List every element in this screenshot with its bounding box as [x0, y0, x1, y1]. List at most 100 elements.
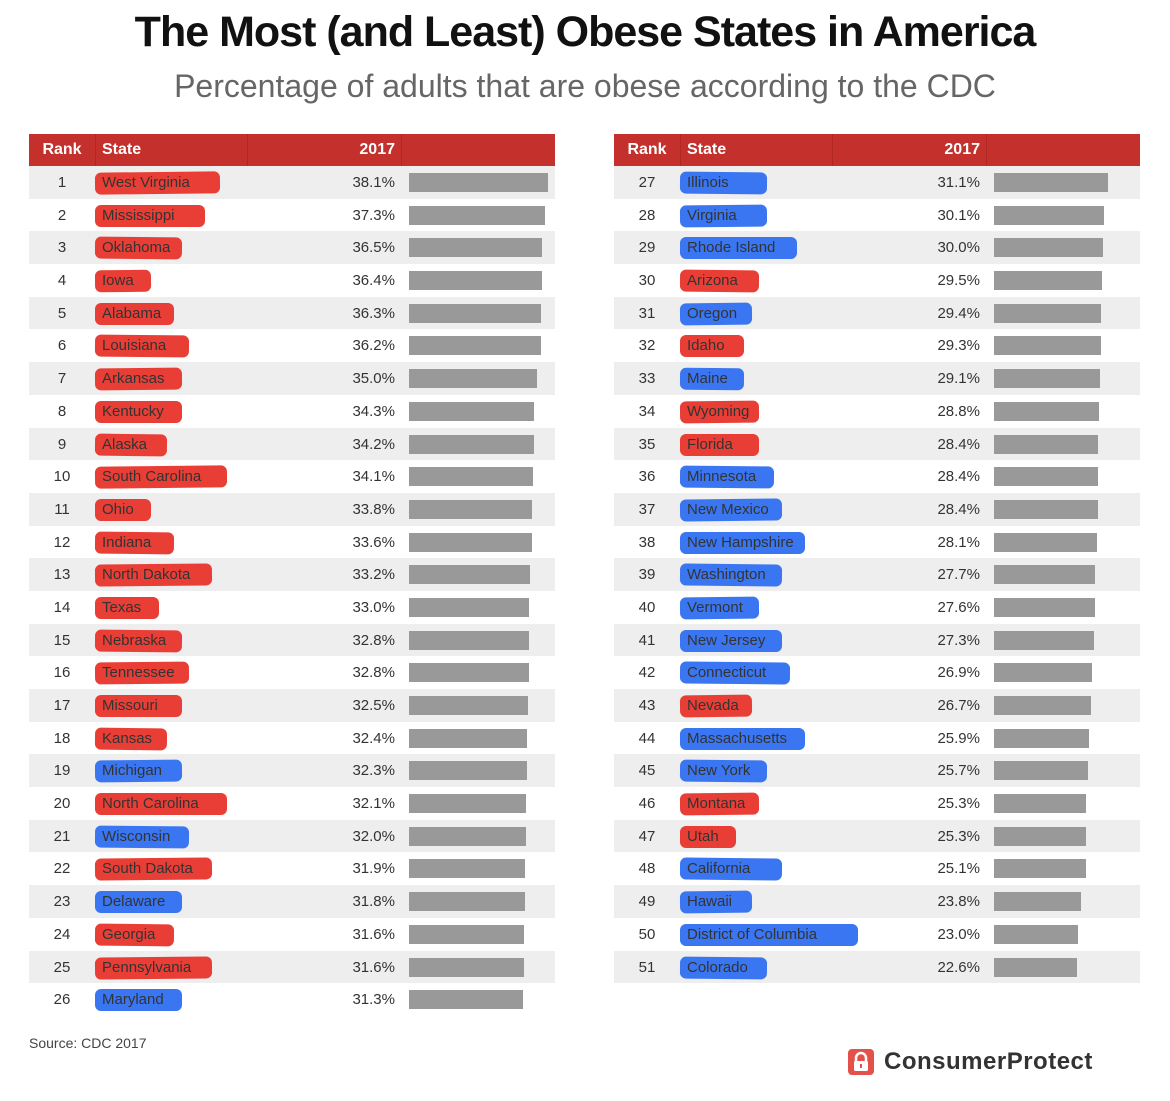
table-row: 43 Nevada 26.7%: [614, 689, 1140, 722]
rank-cell: 6: [57, 337, 67, 355]
value-bar: [409, 761, 527, 781]
rank-cell: 47: [638, 827, 656, 845]
chart-title: The Most (and Least) Obese States in Ame…: [134, 8, 1037, 56]
header-divider: [680, 134, 681, 166]
value-label: 33.0%: [352, 598, 395, 616]
state-highlight-blue: [680, 923, 858, 946]
state-cell: Delaware: [102, 893, 166, 911]
table-row: 16 Tennessee 32.8%: [29, 656, 555, 689]
state-highlight-blue: [680, 629, 782, 652]
header-year: 2017: [359, 141, 395, 158]
header-divider: [95, 134, 96, 166]
state-cell: Tennessee: [102, 664, 175, 682]
table-row: 51 Colorado 22.6%: [614, 950, 1140, 984]
header-divider: [247, 134, 248, 166]
value-bar: [409, 499, 533, 519]
state-cell: Vermont: [687, 598, 743, 616]
value-bar: [994, 467, 1098, 487]
value-bar: [994, 597, 1095, 617]
chart-subtitle: Percentage of adults that are obese acco…: [174, 68, 996, 104]
state-cell: North Dakota: [102, 566, 191, 584]
rank-cell: 35: [638, 435, 656, 453]
table-row: 39 Washington 27.7%: [614, 558, 1140, 591]
state-cell: Oklahoma: [102, 239, 171, 257]
table-row: 32 Idaho 29.3%: [614, 329, 1140, 362]
value-label: 28.8%: [937, 402, 980, 420]
table-row: 7 Arkansas 35.0%: [29, 362, 555, 395]
value-label: 34.3%: [352, 402, 395, 420]
value-bar: [994, 434, 1098, 454]
value-label: 36.3%: [352, 304, 395, 322]
rank-cell: 9: [57, 435, 67, 453]
value-bar: [409, 565, 531, 585]
rank-cell: 31: [638, 304, 656, 322]
state-cell: Oregon: [687, 304, 738, 322]
value-bar: [409, 794, 527, 814]
state-cell: Alabama: [102, 304, 162, 322]
state-cell: Hawaii: [687, 893, 733, 911]
table-row: 26 Maryland 31.3%: [29, 983, 555, 1016]
rank-cell: 36: [638, 468, 656, 486]
rank-cell: 2: [57, 206, 67, 224]
value-bar: [409, 826, 526, 846]
value-bar: [994, 499, 1098, 519]
state-cell: Iowa: [102, 272, 134, 290]
state-cell: Idaho: [687, 337, 725, 355]
value-bar: [994, 924, 1078, 944]
table-row: 6 Louisiana 36.2%: [29, 329, 555, 362]
state-cell: Nebraska: [102, 631, 167, 649]
rank-cell: 44: [638, 729, 656, 747]
table-row: 49 Hawaii 23.8%: [614, 885, 1140, 918]
table-row: 17 Missouri 32.5%: [29, 689, 555, 722]
value-bar: [994, 728, 1089, 748]
state-cell: New Hampshire: [687, 533, 794, 551]
value-bar: [994, 826, 1087, 846]
rank-cell: 39: [638, 566, 656, 584]
value-bar: [409, 205, 546, 225]
value-bar: [994, 630, 1094, 650]
value-label: 26.7%: [937, 697, 980, 714]
table-row: 19 Michigan 32.3%: [29, 754, 555, 788]
value-label: 31.6%: [352, 958, 395, 976]
value-label: 28.4%: [937, 468, 980, 486]
value-label: 32.4%: [352, 729, 395, 747]
table-row: 20 North Carolina 32.1%: [29, 787, 555, 820]
state-highlight-red: [680, 433, 759, 456]
state-highlight-blue: [680, 237, 797, 260]
table-row: 48 California 25.1%: [614, 852, 1140, 885]
rank-cell: 7: [57, 370, 67, 388]
rank-cell: 16: [53, 664, 71, 682]
table-header: Rank State 2017: [614, 134, 1140, 166]
state-cell: New Mexico: [687, 500, 769, 518]
rank-cell: 21: [53, 827, 71, 845]
table-row: 8 Kentucky 34.3%: [29, 395, 555, 428]
rank-cell: 41: [638, 631, 656, 649]
value-label: 34.1%: [352, 468, 395, 486]
value-bar: [994, 565, 1096, 585]
rank-cell: 33: [638, 370, 656, 388]
value-label: 36.2%: [352, 337, 395, 355]
value-label: 32.0%: [352, 827, 395, 845]
table-row: 45 New York 25.7%: [614, 754, 1140, 788]
value-label: 28.4%: [937, 435, 980, 453]
value-bar: [994, 761, 1088, 781]
value-label: 25.9%: [937, 729, 980, 747]
rank-cell: 34: [638, 402, 656, 420]
table-row: 34 Wyoming 28.8%: [614, 395, 1140, 428]
value-label: 27.6%: [937, 598, 980, 616]
state-cell: Massachusetts: [687, 729, 788, 747]
value-label: 23.0%: [937, 925, 980, 943]
value-label: 23.8%: [937, 893, 980, 911]
value-label: 29.5%: [937, 272, 980, 290]
value-label: 31.8%: [352, 893, 395, 911]
value-bar: [994, 892, 1081, 912]
table-row: 22 South Dakota 31.9%: [29, 852, 555, 885]
state-cell: Maine: [687, 370, 728, 388]
rank-table-right: Rank State 2017 27 Illinois 31.1% 28 Virgini…: [614, 134, 1140, 984]
table-row: 25 Pennsylvania 31.6%: [29, 950, 555, 984]
state-cell: Connecticut: [687, 664, 767, 682]
value-label: 33.2%: [352, 566, 395, 584]
value-label: 32.1%: [352, 795, 395, 813]
value-bar: [994, 336, 1101, 356]
state-cell: Missouri: [102, 697, 158, 714]
